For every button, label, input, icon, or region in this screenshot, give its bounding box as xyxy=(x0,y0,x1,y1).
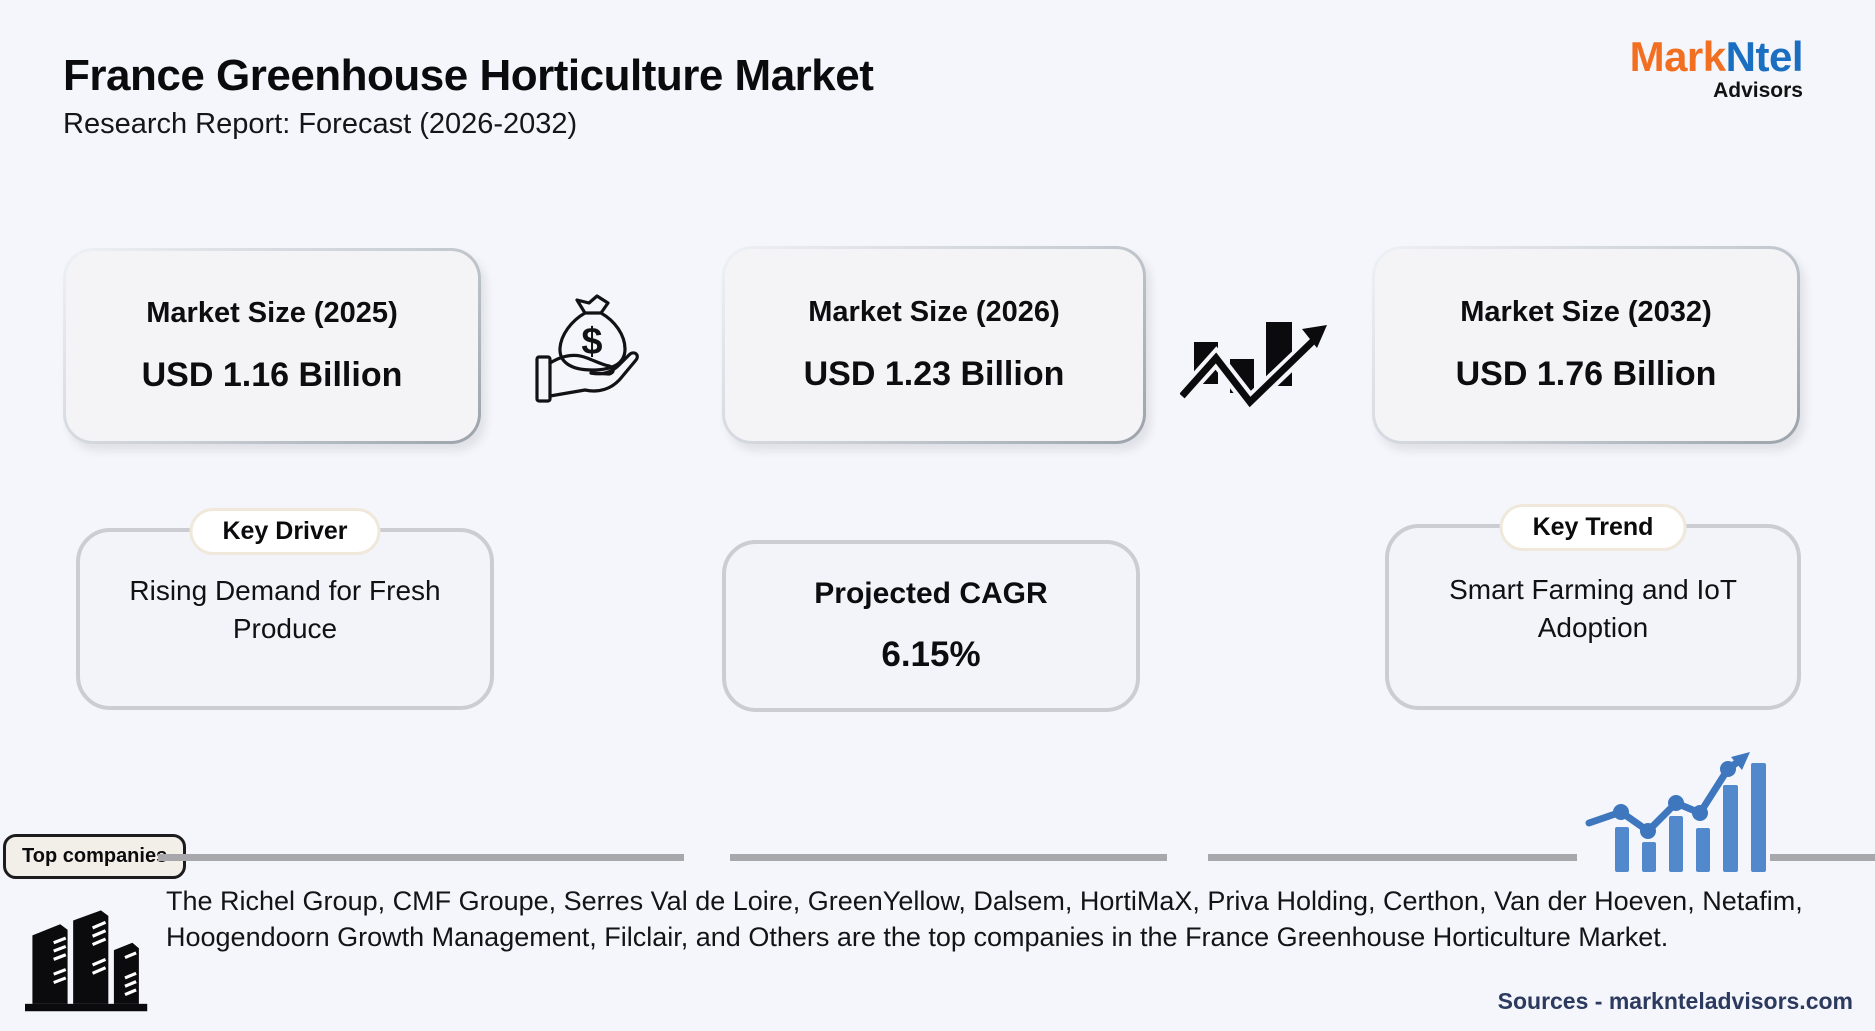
card-inner: Market Size (2026) USD 1.23 Billion xyxy=(725,249,1143,441)
cagr-value: 6.15% xyxy=(881,635,981,674)
logo-wordmark: MarkNtel xyxy=(1629,33,1804,80)
key-trend-badge: Key Trend xyxy=(1499,504,1687,551)
page-subtitle: Research Report: Forecast (2026-2032) xyxy=(63,108,578,141)
top-companies-text: The Richel Group, CMF Groupe, Serres Val… xyxy=(166,886,1803,952)
market-size-2026-label: Market Size (2026) xyxy=(808,296,1060,328)
cagr-stack: Projected CAGR 6.15% xyxy=(814,577,1047,675)
money-bag-in-hand-icon: $ xyxy=(533,283,663,418)
company-buildings-icon xyxy=(25,898,150,1023)
market-size-2026-card: Market Size (2026) USD 1.23 Billion xyxy=(722,246,1146,444)
market-size-2025-card: Market Size (2025) USD 1.16 Billion xyxy=(63,248,481,444)
cagr-label: Projected CAGR xyxy=(814,577,1048,610)
divider-segment xyxy=(730,854,1167,861)
key-driver-text: Rising Demand for Fresh Produce xyxy=(129,575,441,644)
divider-segment xyxy=(1770,854,1875,861)
projected-cagr-card: Projected CAGR 6.15% xyxy=(722,540,1140,712)
market-size-2025-value: USD 1.16 Billion xyxy=(141,356,403,394)
divider-segment xyxy=(1208,854,1577,861)
markntel-logo: MarkNtel Advisors xyxy=(1629,33,1804,102)
key-trend-card: Key Trend Smart Farming and IoT Adoption xyxy=(1385,504,1801,710)
divider-segment xyxy=(158,854,684,861)
logo-advisors-text: Advisors xyxy=(1713,79,1803,102)
market-size-2032-value: USD 1.76 Billion xyxy=(1455,355,1717,393)
page-title: France Greenhouse Horticulture Market xyxy=(63,51,874,100)
logo-ntel-text: Ntel xyxy=(1725,33,1804,80)
key-driver-badge: Key Driver xyxy=(189,508,381,555)
key-trend-text: Smart Farming and IoT Adoption xyxy=(1449,574,1737,643)
market-size-2025-label: Market Size (2025) xyxy=(146,297,398,329)
sources-text: Sources - marknteladvisors.com xyxy=(1497,988,1853,1014)
market-size-2026-value: USD 1.23 Billion xyxy=(803,355,1065,393)
top-companies-badge: Top companies xyxy=(3,834,187,879)
market-size-2032-card: Market Size (2032) USD 1.76 Billion xyxy=(1372,246,1800,444)
key-driver-card: Key Driver Rising Demand for Fresh Produ… xyxy=(76,508,494,710)
svg-text:$: $ xyxy=(581,321,602,363)
card-inner: Market Size (2032) USD 1.76 Billion xyxy=(1375,249,1797,441)
growth-line-bar-chart-icon xyxy=(1585,748,1775,881)
logo-mark-text: Mark xyxy=(1629,33,1727,80)
growth-bars-arrow-icon xyxy=(1176,298,1330,418)
report-header: France Greenhouse Horticulture Market Re… xyxy=(63,51,874,141)
market-size-2032-label: Market Size (2032) xyxy=(1460,296,1712,328)
card-inner: Market Size (2025) USD 1.16 Billion xyxy=(66,251,478,441)
